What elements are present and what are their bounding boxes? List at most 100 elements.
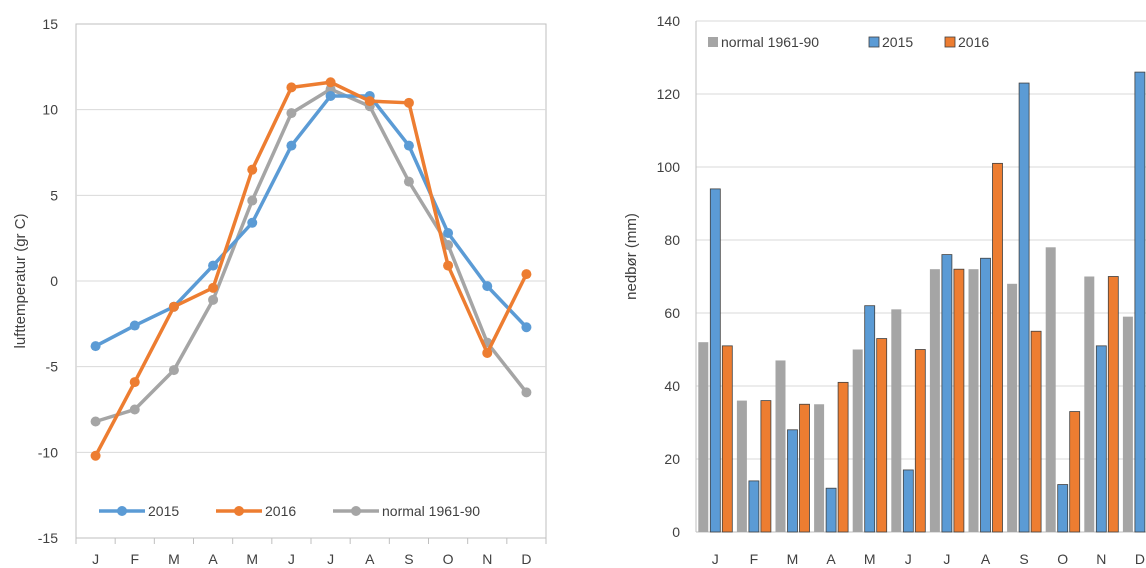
data-point (403, 97, 414, 108)
legend: normal 1961-90 2015 2016 (708, 34, 989, 50)
data-point (247, 195, 258, 206)
bar (891, 309, 902, 532)
x-tick-label: M (168, 551, 180, 567)
x-tick-label: F (130, 551, 139, 567)
data-point (129, 320, 140, 331)
bar (902, 469, 914, 533)
y-tick-label: -10 (38, 444, 58, 460)
y-tick-label: 60 (664, 305, 680, 321)
data-point (482, 281, 493, 292)
legend-label: 2016 (265, 503, 296, 519)
bar (1122, 316, 1133, 532)
data-point (90, 416, 101, 427)
legend-swatch (708, 37, 718, 47)
data-point (208, 260, 219, 271)
y-tick-label: 0 (50, 273, 58, 289)
y-tick-label: 100 (657, 159, 681, 175)
bar (1007, 283, 1018, 532)
data-point (443, 228, 454, 239)
x-tick-label: O (443, 551, 454, 567)
data-point (286, 108, 297, 119)
bar (698, 342, 709, 532)
legend-swatch (868, 36, 880, 48)
y-tick-label: 40 (664, 378, 680, 394)
bar (929, 269, 940, 532)
data-point (208, 282, 219, 293)
data-point (403, 140, 414, 151)
bar (992, 162, 1003, 533)
bar (852, 349, 863, 532)
y-tick-label: 20 (664, 451, 680, 467)
bar (736, 400, 747, 532)
data-point (247, 164, 258, 175)
x-tick-label: J (905, 551, 912, 567)
x-tick-label: J (92, 551, 99, 567)
temperature-chart: -15 -10 -5 0 5 10 15 J F M A M J J A S O N Dlufttemperatur… (12, 16, 547, 567)
bar (814, 404, 825, 532)
x-tick-label: M (787, 551, 799, 567)
data-point (443, 260, 454, 271)
y-tick-label: 10 (42, 102, 58, 118)
legend-marker (117, 506, 127, 516)
bar (1107, 276, 1119, 533)
bar (1069, 411, 1081, 533)
data-point (129, 404, 140, 415)
x-tick-label: D (1135, 551, 1145, 567)
bar (1045, 247, 1056, 533)
bar (1030, 330, 1042, 533)
x-tick-label: D (521, 551, 531, 567)
y-axis-title: lufttemperatur (gr C) (12, 213, 29, 348)
bar (775, 360, 786, 532)
data-point (521, 322, 532, 333)
legend-swatch (944, 36, 956, 48)
x-tick-label: N (1096, 551, 1106, 567)
x-tick-label: O (1057, 551, 1068, 567)
bar (787, 429, 798, 533)
x-tick-label: J (327, 551, 334, 567)
x-tick-label: A (208, 551, 218, 567)
bar (760, 400, 772, 533)
bar (968, 269, 979, 532)
data-point (325, 84, 336, 95)
data-point (129, 377, 140, 388)
bar (1095, 345, 1107, 533)
data-point (325, 77, 336, 88)
bar (748, 480, 760, 533)
y-tick-label: 0 (672, 524, 680, 540)
x-tick-label: N (482, 551, 492, 567)
bar (1084, 276, 1095, 532)
bar (1057, 484, 1069, 533)
x-tick-label: J (712, 551, 719, 567)
y-tick-label: 120 (657, 86, 681, 102)
x-tick-label: J (943, 551, 950, 567)
x-tick-label: S (1019, 551, 1028, 567)
data-point (90, 341, 101, 352)
x-tick-label: A (826, 551, 836, 567)
data-point (364, 96, 375, 107)
bar (721, 345, 733, 533)
data-point (403, 176, 414, 187)
bar (1018, 82, 1030, 533)
bar (980, 257, 991, 533)
legend-marker (234, 506, 244, 516)
data-point (482, 347, 493, 358)
y-tick-label: 5 (50, 187, 58, 203)
data-point (443, 240, 454, 251)
bar (876, 338, 888, 533)
y-tick-label: 15 (42, 16, 58, 32)
x-tick-label: M (246, 551, 258, 567)
data-point (325, 90, 336, 101)
data-point (521, 387, 532, 398)
bar (799, 403, 810, 533)
y-tick-label: 140 (657, 13, 681, 29)
bar (837, 381, 849, 533)
x-tick-label: F (750, 551, 759, 567)
bar (914, 349, 926, 533)
legend-label: normal 1961-90 (382, 503, 480, 519)
bar (953, 268, 965, 533)
y-tick-label: -5 (46, 359, 59, 375)
bar (825, 487, 837, 533)
y-tick-label: 80 (664, 232, 680, 248)
data-point (208, 294, 219, 305)
